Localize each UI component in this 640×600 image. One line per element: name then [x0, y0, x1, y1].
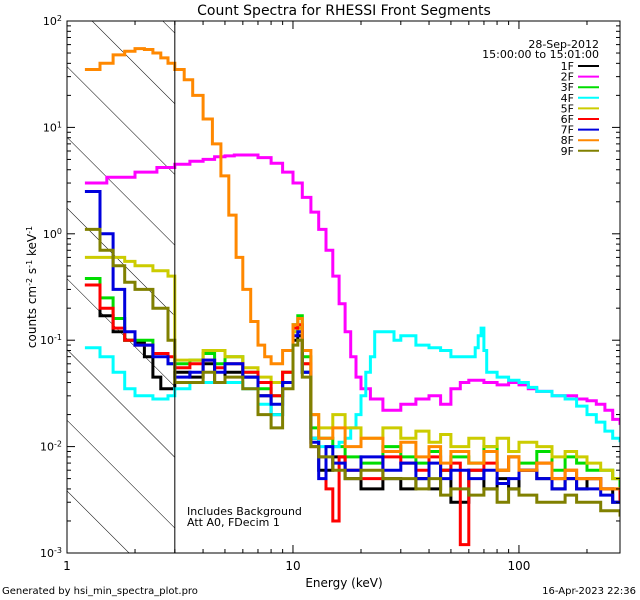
legend-label-9f: 9F	[561, 145, 574, 158]
y-tick-label: 10-2	[40, 439, 62, 454]
x-tick-label: 100	[507, 559, 530, 573]
y-tick-label-exp: 0	[57, 226, 62, 235]
y-tick-label: 101	[43, 120, 62, 135]
y-tick-label-base: 10	[43, 121, 57, 134]
series-8f	[84, 47, 620, 491]
y-tick-label-exp: 1	[57, 120, 62, 129]
svg-text:counts cm-2 s-1 keV-1: counts cm-2 s-1 keV-1	[25, 226, 40, 348]
y-tick-label-base: 10	[43, 228, 57, 241]
x-axis-label: Energy (keV)	[305, 576, 382, 590]
y-tick-label-exp: -3	[54, 546, 62, 555]
legend-time-range: 15:00:00 to 15:01:00	[482, 48, 599, 61]
y-tick-label: 102	[43, 14, 62, 29]
y-axis-label: counts cm-2 s-1 keV-1	[25, 226, 40, 348]
y-axis-label-exp3: -1	[25, 226, 34, 234]
footer-date: 16-Apr-2023 22:36	[542, 586, 636, 597]
y-axis-label-mid: s	[25, 268, 39, 278]
footer-generated-by: Generated by hsi_min_spectra_plot.pro	[2, 586, 198, 597]
y-tick-label: 100	[43, 226, 62, 241]
y-tick-label-base: 10	[40, 547, 54, 560]
legend-label-1f: 1F	[561, 60, 574, 73]
y-tick-label: 10-3	[40, 546, 62, 561]
y-tick-label-base: 10	[43, 15, 57, 28]
legend-label-7f: 7F	[561, 124, 574, 137]
annotation-attenuator: Att A0, FDecim 1	[187, 516, 280, 529]
y-tick-label-base: 10	[40, 334, 54, 347]
legend-date: 28-Sep-2012	[528, 38, 599, 51]
hatched-region	[67, 21, 175, 553]
y-axis-label-exp2: -1	[25, 260, 34, 268]
legend-label-8f: 8F	[561, 134, 574, 147]
y-tick-label-exp: -1	[54, 333, 62, 342]
annotation-background: Includes Background	[187, 505, 302, 518]
y-axis-label-exp1: -2	[25, 278, 34, 286]
y-tick-label-base: 10	[40, 441, 54, 454]
x-tick-label: 10	[285, 559, 300, 573]
legend-label-3f: 3F	[561, 81, 574, 94]
legend-label-5f: 5F	[561, 102, 574, 115]
legend-label-2f: 2F	[561, 71, 574, 84]
y-tick-label-exp: 2	[57, 14, 62, 23]
legend-label-6f: 6F	[561, 113, 574, 126]
y-axis-label-mid2: keV	[25, 233, 39, 260]
x-tick-label: 1	[63, 559, 71, 573]
y-tick-label: 10-1	[40, 333, 62, 348]
legend-label-4f: 4F	[561, 92, 574, 105]
y-tick-label-exp: -2	[54, 439, 62, 448]
chart-title: Count Spectra for RHESSI Front Segments	[197, 3, 491, 19]
y-axis-label-base: counts cm	[25, 286, 39, 348]
plot-frame	[66, 20, 621, 554]
